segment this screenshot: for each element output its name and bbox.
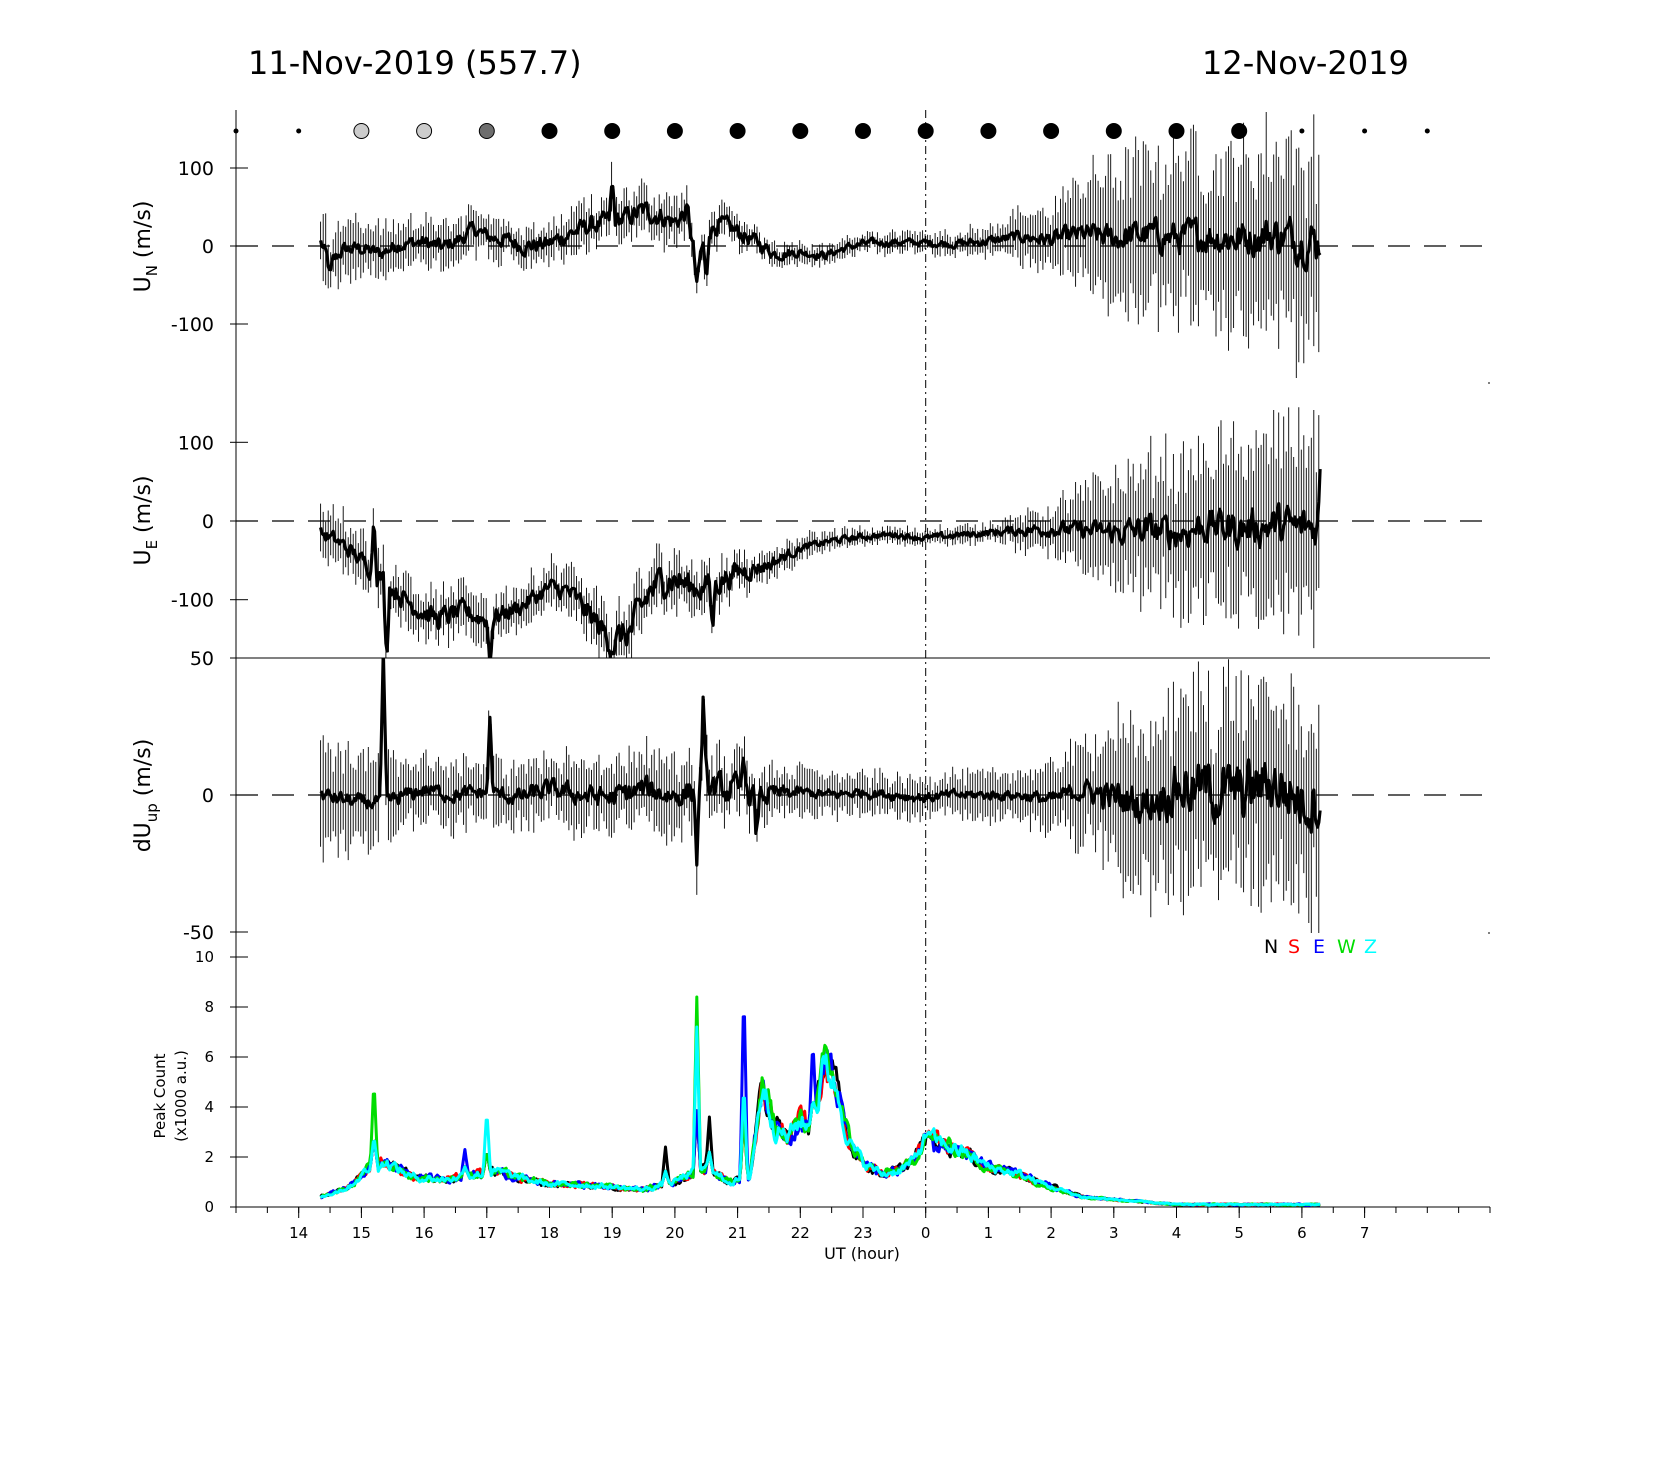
x-tick-label: 23: [853, 1224, 872, 1242]
x-axis: 14 15 16 17 18 19 20 21 22 23 0 1 2 3 4 5 6 7UT (hour): [235, 1207, 1491, 1263]
y-axis-label-peak-line2: (x1000 a.u.): [172, 1050, 190, 1142]
cloud-marker-cloudy: [1105, 123, 1122, 139]
y-tick-label-peak: 8: [204, 998, 214, 1016]
left-date-title: 11-Nov-2019 (557.7): [248, 44, 582, 82]
cloud-marker-clear: [353, 123, 370, 139]
y-tick-label-dup: 50: [190, 648, 214, 670]
x-tick-label: 6: [1297, 1224, 1307, 1242]
panel-plot-area: [319, 658, 1322, 933]
cloud-marker-small: [296, 128, 302, 134]
x-axis-label: UT (hour): [824, 1244, 900, 1263]
cloud-marker-small: [1424, 128, 1430, 134]
y-axis-label-subscript: N: [143, 265, 161, 276]
y-tick-label-dup: 0: [202, 785, 214, 807]
cloud-marker-cloudy: [980, 123, 997, 139]
y-axis-label-subscript: up: [143, 803, 161, 822]
cloud-marker-cloudy: [666, 123, 683, 139]
y-axis-label-main: dU: [131, 822, 156, 852]
error-bars-dup: [320, 658, 1320, 933]
y-tick-label-dup: -50: [183, 922, 214, 944]
series-line-ue: [319, 469, 1322, 658]
y-axis-label-subscript: E: [143, 540, 161, 549]
cloud-marker-cloudy: [541, 123, 558, 139]
x-tick-label: 3: [1109, 1224, 1119, 1242]
cloud-marker-small: [1362, 128, 1368, 134]
x-tick-label: 15: [352, 1224, 371, 1242]
y-tick-label-peak: 4: [204, 1098, 214, 1116]
x-tick-label: 0: [921, 1224, 931, 1242]
cloud-marker-clear: [416, 123, 433, 139]
y-axis-label-main: U: [131, 276, 156, 292]
x-tick-label: 16: [415, 1224, 434, 1242]
y-axis-label-unit: (m/s): [131, 201, 156, 265]
y-axis-label-main: U: [131, 549, 156, 565]
y-tick-label-ue: -100: [171, 590, 214, 612]
cloud-marker-partial: [478, 123, 495, 139]
panel-plot-area: [319, 112, 1322, 378]
series-line-dup: [319, 658, 1322, 867]
x-tick-label: 19: [603, 1224, 622, 1242]
right-date-title: 12-Nov-2019: [1202, 44, 1409, 82]
x-tick-label: 22: [791, 1224, 810, 1242]
y-axis-label-dup: dUup (m/s): [131, 739, 161, 853]
cloud-marker-small: [1299, 128, 1305, 134]
y-axis-label-peak-line1: Peak Count: [151, 1053, 169, 1138]
x-tick-label: 20: [665, 1224, 684, 1242]
y-axis-label-ue: UE (m/s): [131, 475, 161, 565]
y-axis-label-unit: (m/s): [131, 475, 156, 539]
x-tick-label: 5: [1234, 1224, 1244, 1242]
legend-entry-Z: Z: [1364, 936, 1377, 958]
y-tick-label-ue: 0: [202, 511, 214, 533]
panel-plot-area: [319, 407, 1322, 658]
peak-series-Z: [319, 1025, 1321, 1207]
y-tick-label-un: 0: [202, 236, 214, 258]
x-tick-label: 7: [1360, 1224, 1370, 1242]
panel-dup: 50 0 -50 dUup (m/s): [131, 648, 1490, 944]
y-axis-label-un: UN (m/s): [131, 201, 161, 293]
legend-entry-N: N: [1264, 936, 1278, 958]
legend-entry-E: E: [1313, 936, 1325, 958]
cloud-marker-cloudy: [1043, 123, 1060, 139]
panel-peak: 10 8 6 4 2 0 Peak Count (x1000 a.u.): [151, 948, 1490, 1216]
cloud-indicator-row: [233, 123, 1430, 139]
cloud-marker-cloudy: [855, 123, 871, 139]
cloud-marker-cloudy: [792, 123, 809, 139]
y-tick-label-un: -100: [171, 314, 214, 336]
x-tick-label: 14: [289, 1224, 308, 1242]
x-tick-label: 4: [1172, 1224, 1182, 1242]
y-tick-label-peak: 6: [204, 1048, 214, 1066]
y-tick-label-peak: 2: [204, 1148, 214, 1166]
cloud-marker-cloudy: [1168, 123, 1185, 139]
panel-ue: 100 0 -100 UE (m/s): [131, 407, 1490, 658]
cloud-marker-cloudy: [1231, 123, 1248, 139]
series-line-un: [319, 184, 1322, 283]
x-tick-label: 1: [984, 1224, 994, 1242]
legend-entry-S: S: [1288, 936, 1300, 958]
y-axis-label-unit: (m/s): [131, 739, 156, 803]
x-tick-label: 17: [477, 1224, 496, 1242]
cloud-marker-cloudy: [729, 123, 746, 139]
x-tick-label: 2: [1046, 1224, 1056, 1242]
cloud-marker-cloudy: [604, 123, 621, 139]
y-tick-label-peak: 10: [195, 948, 214, 966]
y-tick-label-un: 100: [178, 158, 214, 180]
panel-un: 100 0 -100 UN (m/s): [131, 112, 1490, 378]
x-tick-label: 18: [540, 1224, 559, 1242]
error-bars-un: [320, 112, 1320, 378]
legend-entry-W: W: [1337, 936, 1356, 958]
y-tick-label-peak: 0: [204, 1198, 214, 1216]
y-tick-label-ue: 100: [178, 432, 214, 454]
x-tick-label: 21: [728, 1224, 747, 1242]
